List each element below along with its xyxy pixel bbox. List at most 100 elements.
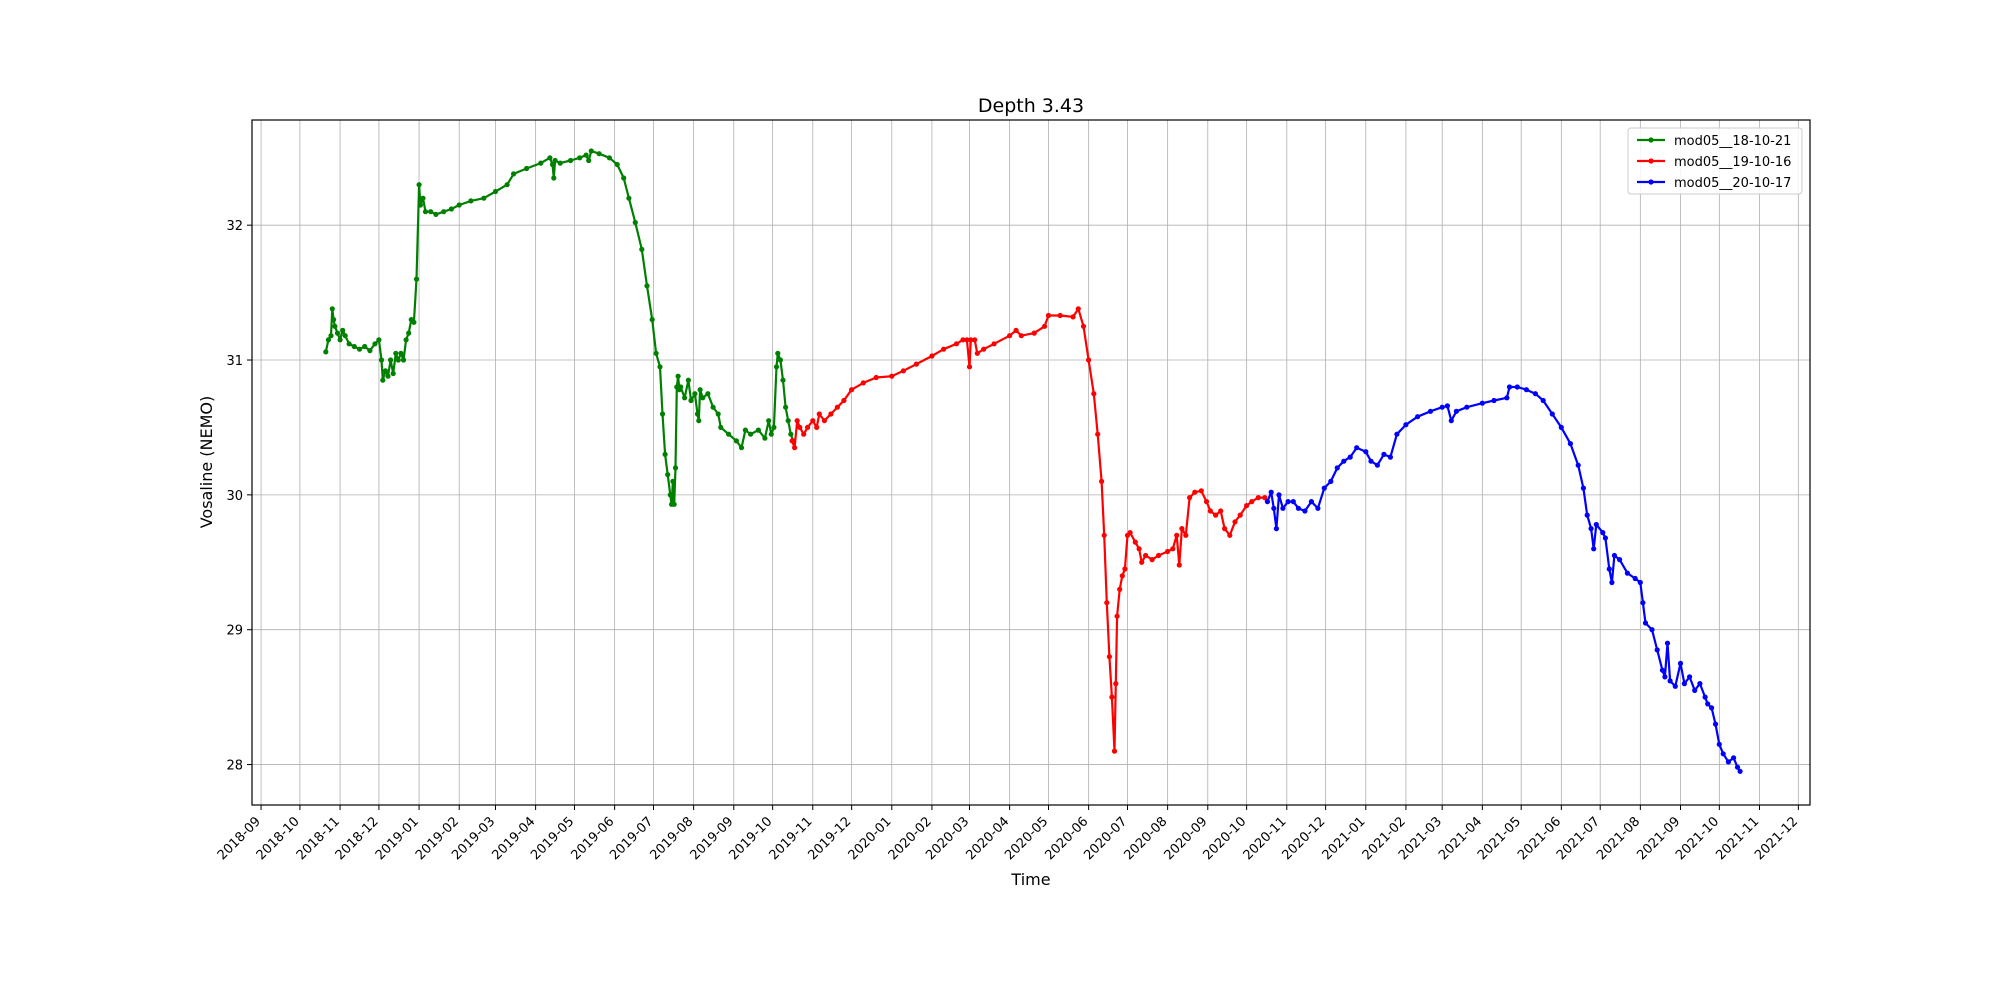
- data-point: [742, 427, 749, 433]
- data-point: [1677, 660, 1684, 667]
- data-point: [456, 202, 462, 208]
- data-point: [1368, 458, 1374, 464]
- data-point: [805, 424, 811, 430]
- data-point: [549, 161, 556, 168]
- data-point: [1264, 499, 1270, 505]
- y-axis-title: Vosaline (NEMO): [197, 396, 216, 529]
- data-point: [667, 492, 673, 498]
- data-point: [1111, 748, 1118, 754]
- data-point: [547, 155, 553, 161]
- data-point: [972, 337, 978, 343]
- data-point: [653, 350, 659, 356]
- data-point: [777, 357, 784, 363]
- data-point: [351, 343, 357, 350]
- data-point: [1013, 327, 1019, 333]
- data-point: [773, 364, 780, 370]
- data-point: [1086, 357, 1092, 363]
- data-point: [991, 341, 997, 347]
- data-point: [771, 424, 777, 430]
- data-point: [705, 391, 711, 397]
- data-point: [659, 411, 666, 417]
- data-point: [1132, 539, 1138, 545]
- data-point: [552, 157, 558, 164]
- data-point: [1664, 640, 1671, 646]
- data-point: [1122, 566, 1128, 572]
- data-point: [1697, 681, 1703, 687]
- data-point: [788, 431, 794, 437]
- data-point: [834, 404, 841, 410]
- legend: mod05__18-10-21 mod05__19-10-16 mod05__20-…: [1627, 127, 1803, 195]
- data-point: [557, 160, 563, 166]
- data-point: [1602, 535, 1608, 541]
- data-point: [356, 346, 363, 352]
- data-point: [841, 397, 847, 404]
- data-point: [1143, 552, 1149, 559]
- data-point: [583, 152, 589, 158]
- data-point: [1165, 548, 1171, 555]
- data-point: [1479, 400, 1485, 406]
- data-point: [481, 195, 487, 201]
- data-point: [395, 357, 401, 363]
- data-point: [340, 327, 346, 333]
- data-point: [697, 387, 703, 393]
- data-point: [715, 411, 721, 417]
- data-point: [1106, 654, 1112, 660]
- series-line: [1266, 385, 1742, 772]
- data-point: [1705, 701, 1711, 707]
- data-point: [1109, 694, 1115, 700]
- data-point: [1667, 678, 1673, 684]
- data-point: [966, 364, 973, 370]
- data-point: [1070, 314, 1076, 320]
- data-point: [1255, 495, 1261, 501]
- data-point: [783, 404, 789, 410]
- data-point: [1104, 600, 1110, 606]
- data-point: [682, 395, 688, 401]
- data-point: [596, 151, 602, 157]
- data-point: [1101, 532, 1107, 538]
- data-point: [588, 148, 594, 154]
- data-point: [1018, 333, 1024, 339]
- data-point: [1227, 532, 1233, 538]
- data-point: [1244, 503, 1250, 509]
- data-point: [1192, 489, 1198, 495]
- data-point: [400, 357, 407, 363]
- data-point: [1549, 411, 1555, 417]
- data-point: [380, 377, 386, 383]
- series-layer: [323, 148, 1743, 774]
- data-point: [766, 418, 772, 424]
- y-tick-layer: 28 29 30 31 32: [226, 219, 252, 774]
- data-point: [1042, 323, 1048, 329]
- data-point: [1354, 445, 1360, 451]
- data-point: [1532, 391, 1538, 397]
- legend-label: mod05__20-10-17: [1674, 176, 1791, 191]
- data-point: [1709, 705, 1715, 711]
- data-point: [325, 337, 331, 343]
- data-point: [1262, 495, 1268, 501]
- data-point: [1232, 519, 1238, 525]
- data-point: [1374, 462, 1380, 468]
- data-point: [1403, 422, 1409, 428]
- data-point: [1588, 526, 1594, 532]
- data-point: [1334, 465, 1340, 471]
- data-point: [334, 330, 341, 336]
- data-point: [657, 364, 663, 370]
- data-point: [1514, 384, 1520, 390]
- data-point: [390, 370, 396, 377]
- data-point: [964, 337, 970, 343]
- data-point: [1031, 330, 1037, 336]
- data-point: [960, 337, 966, 343]
- data-point: [1394, 431, 1400, 437]
- data-point: [1075, 306, 1081, 312]
- data-point: [1381, 451, 1387, 457]
- chart-title: Depth 3.43: [978, 95, 1084, 117]
- legend-label: mod05__18-10-21: [1674, 134, 1791, 149]
- data-point: [448, 206, 454, 212]
- data-point: [346, 341, 352, 347]
- data-point: [1114, 613, 1120, 619]
- data-point: [1491, 397, 1497, 404]
- y-tick-label: 32: [226, 219, 243, 234]
- data-point: [492, 188, 499, 195]
- data-point: [416, 182, 422, 188]
- data-point: [1117, 586, 1123, 592]
- data-point: [1136, 546, 1142, 552]
